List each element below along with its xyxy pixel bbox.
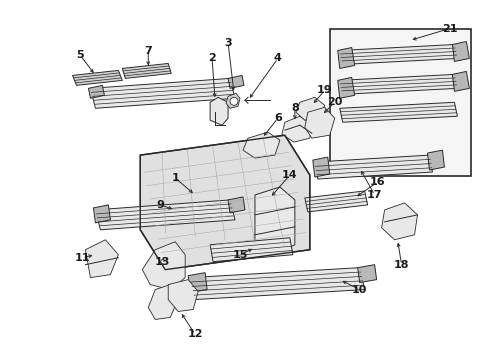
- Text: 17: 17: [366, 190, 382, 200]
- Polygon shape: [210, 97, 227, 125]
- Polygon shape: [339, 75, 456, 94]
- Text: 19: 19: [316, 85, 332, 95]
- Polygon shape: [95, 200, 235, 230]
- Polygon shape: [254, 187, 294, 252]
- Text: 12: 12: [187, 329, 203, 339]
- Polygon shape: [312, 157, 329, 177]
- Text: 15: 15: [232, 250, 247, 260]
- Circle shape: [229, 97, 238, 105]
- Text: 16: 16: [369, 177, 385, 187]
- Polygon shape: [227, 197, 244, 213]
- Polygon shape: [90, 78, 235, 108]
- Text: 2: 2: [208, 54, 216, 63]
- Polygon shape: [190, 268, 364, 300]
- Text: 18: 18: [393, 260, 408, 270]
- Text: 13: 13: [154, 257, 169, 267]
- Text: 21: 21: [441, 24, 456, 33]
- Polygon shape: [227, 75, 244, 88]
- Text: 5: 5: [77, 50, 84, 60]
- Polygon shape: [304, 107, 334, 138]
- Polygon shape: [140, 135, 309, 270]
- Text: 20: 20: [326, 97, 342, 107]
- Polygon shape: [337, 77, 354, 98]
- Text: 6: 6: [273, 113, 281, 123]
- Polygon shape: [314, 155, 431, 179]
- Polygon shape: [337, 48, 354, 68]
- Polygon shape: [225, 93, 240, 108]
- Polygon shape: [451, 41, 468, 62]
- Polygon shape: [122, 63, 171, 78]
- Polygon shape: [281, 116, 311, 142]
- Polygon shape: [142, 242, 185, 289]
- Polygon shape: [88, 85, 104, 98]
- Text: 14: 14: [282, 170, 297, 180]
- Text: 8: 8: [290, 103, 298, 113]
- Polygon shape: [188, 273, 207, 293]
- Bar: [329, 28, 470, 176]
- Text: 7: 7: [144, 45, 152, 55]
- Text: 11: 11: [75, 253, 90, 263]
- Polygon shape: [339, 102, 456, 122]
- Polygon shape: [72, 71, 122, 85]
- Polygon shape: [381, 203, 417, 240]
- Polygon shape: [168, 280, 198, 311]
- Polygon shape: [210, 238, 292, 262]
- Text: 1: 1: [171, 173, 179, 183]
- Polygon shape: [243, 132, 279, 158]
- Polygon shape: [304, 191, 367, 212]
- Polygon shape: [427, 150, 444, 170]
- Text: 3: 3: [224, 37, 231, 48]
- Polygon shape: [295, 97, 324, 120]
- Polygon shape: [93, 205, 110, 223]
- Polygon shape: [148, 285, 178, 319]
- Polygon shape: [357, 265, 376, 283]
- Polygon shape: [339, 45, 456, 64]
- Text: 10: 10: [351, 284, 366, 294]
- Text: 4: 4: [273, 54, 281, 63]
- Text: 9: 9: [156, 200, 164, 210]
- Polygon shape: [85, 240, 118, 278]
- Polygon shape: [451, 71, 468, 91]
